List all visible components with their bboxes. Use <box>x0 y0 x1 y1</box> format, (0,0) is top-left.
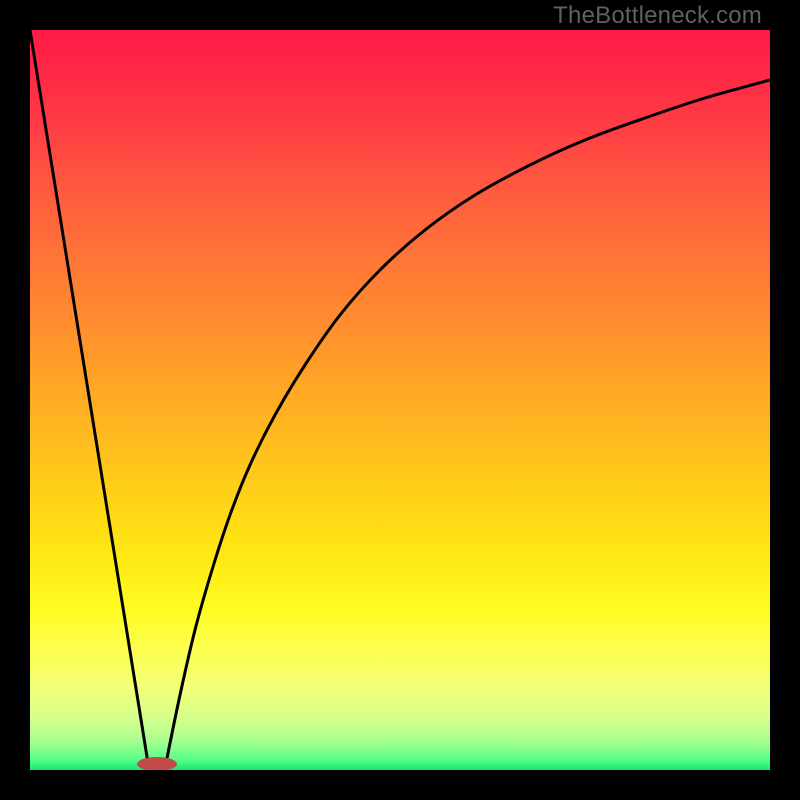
outer-frame <box>0 0 800 800</box>
chart-container: TheBottleneck.com <box>0 0 800 800</box>
watermark-text: TheBottleneck.com <box>553 2 762 30</box>
frame-right <box>770 0 800 800</box>
frame-left <box>0 0 30 800</box>
frame-bottom <box>0 770 800 800</box>
